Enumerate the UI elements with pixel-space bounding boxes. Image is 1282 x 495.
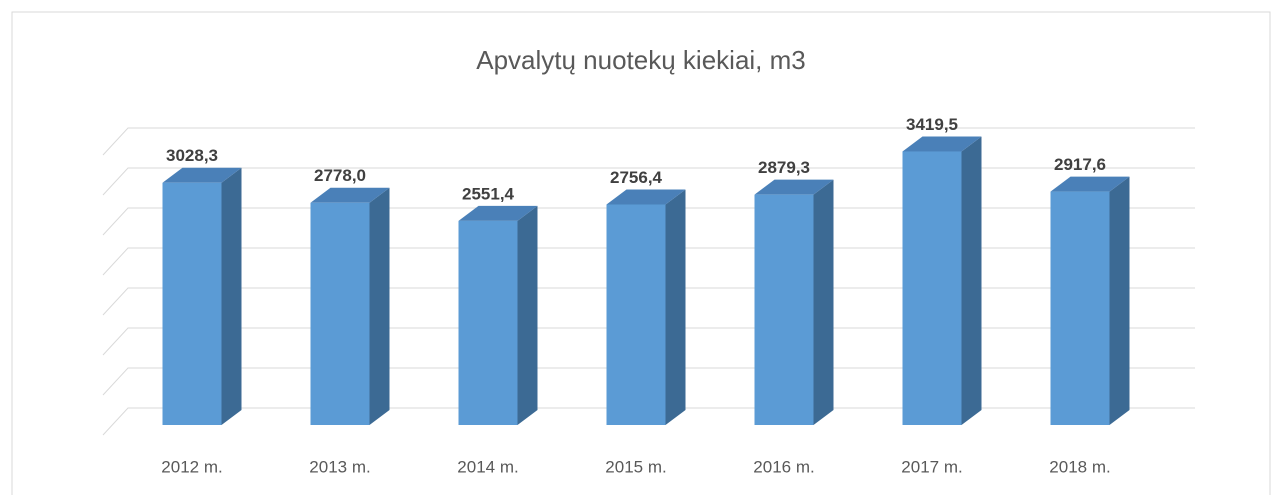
x-tick-label: 2016 m. <box>753 457 814 476</box>
bar <box>606 204 666 425</box>
bar-side <box>221 167 242 425</box>
bar-side <box>517 205 538 425</box>
bar-top <box>902 136 982 152</box>
data-label: 3419,5 <box>906 115 958 134</box>
data-label: 2778,0 <box>314 166 366 185</box>
data-label: 2756,4 <box>610 168 663 187</box>
grid-line <box>102 167 1195 196</box>
bar-top <box>458 205 538 221</box>
grid-line <box>102 207 1195 236</box>
bar-top <box>1050 176 1130 192</box>
x-tick-label: 2015 m. <box>605 457 666 476</box>
x-tick-label: 2017 m. <box>901 457 962 476</box>
bar-top <box>754 179 834 195</box>
bar <box>902 151 962 425</box>
x-tick-label: 2012 m. <box>161 457 222 476</box>
bar-side <box>961 136 982 425</box>
bar <box>310 202 370 425</box>
bar <box>1050 191 1110 425</box>
grid-line <box>102 367 1195 396</box>
bar-side <box>369 187 390 425</box>
grid-line <box>102 127 1195 156</box>
bar-side <box>665 189 686 425</box>
data-label: 2917,6 <box>1054 155 1106 174</box>
data-label: 2879,3 <box>758 158 810 177</box>
bar-side <box>813 179 834 425</box>
bar <box>458 220 518 425</box>
grid-line <box>102 287 1195 316</box>
bar-side <box>1109 176 1130 425</box>
grid-line <box>102 327 1195 356</box>
data-label: 3028,3 <box>166 146 218 165</box>
grid-line <box>102 407 1195 436</box>
data-label: 2551,4 <box>462 184 515 203</box>
grid-line <box>102 247 1195 276</box>
x-tick-label: 2018 m. <box>1049 457 1110 476</box>
bar-top <box>162 167 242 183</box>
chart-title: Apvalytų nuotekų kiekiai, m3 <box>476 45 806 75</box>
bar-top <box>606 189 686 205</box>
bar-top <box>310 187 390 203</box>
bar <box>754 194 814 425</box>
bar <box>162 182 222 425</box>
x-tick-label: 2014 m. <box>457 457 518 476</box>
x-tick-label: 2013 m. <box>309 457 370 476</box>
